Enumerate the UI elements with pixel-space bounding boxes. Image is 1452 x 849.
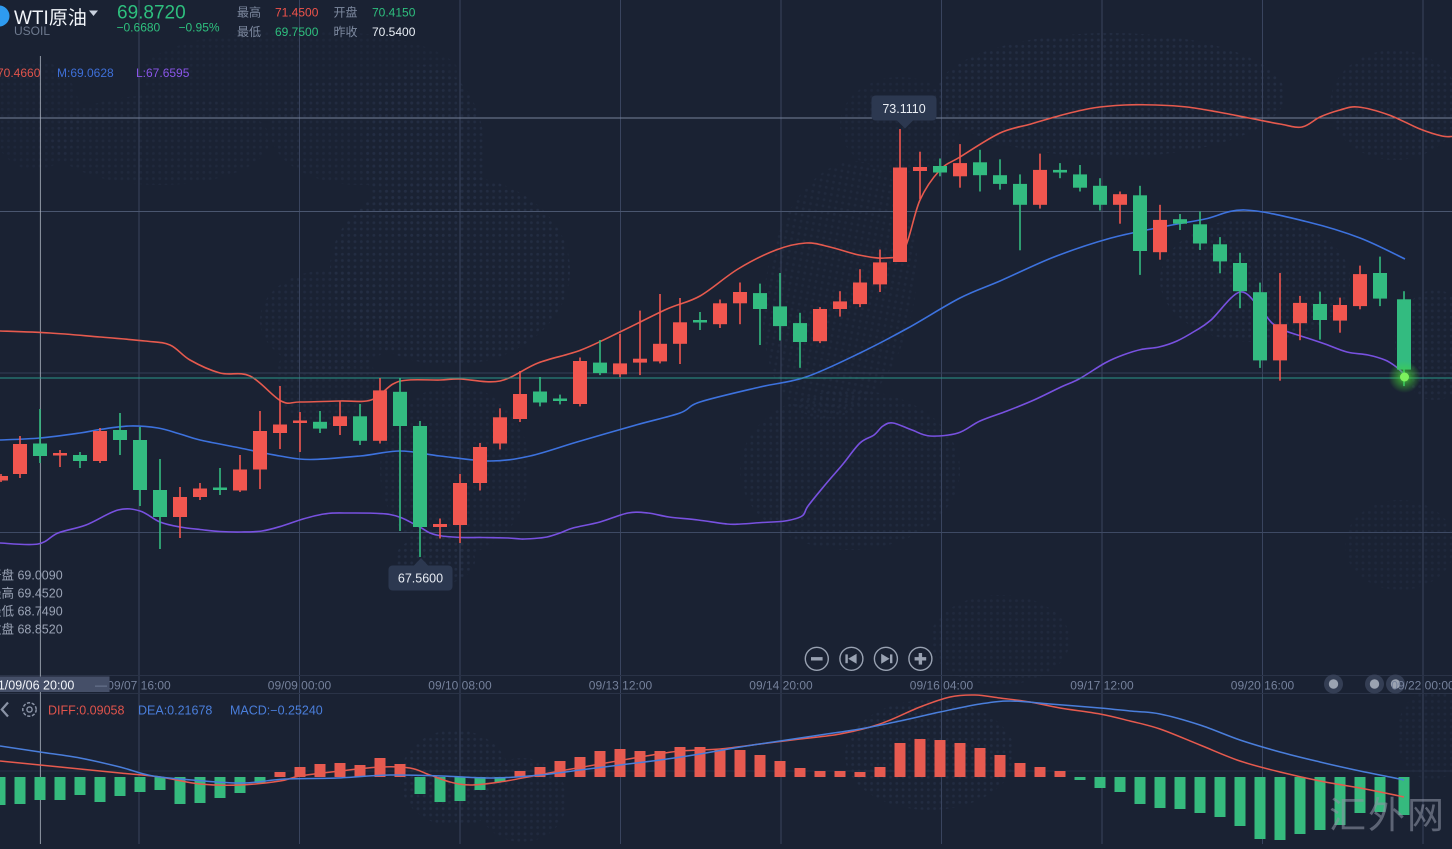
svg-text:WTI原油: WTI原油: [14, 7, 87, 29]
svg-text:DIFF:0.09058: DIFF:0.09058: [48, 704, 124, 718]
svg-text:73.1110: 73.1110: [882, 102, 925, 116]
svg-text:最高: 最高: [237, 5, 261, 20]
svg-text:09/10 08:00: 09/10 08:00: [428, 679, 492, 693]
svg-text:开盘 69.0090: 开盘 69.0090: [0, 568, 63, 583]
svg-text:M:69.0628: M:69.0628: [57, 66, 114, 80]
svg-text:U:70.4660: U:70.4660: [0, 66, 41, 80]
svg-text:MACD:−0.25240: MACD:−0.25240: [230, 704, 323, 718]
svg-text:昨收: 昨收: [334, 25, 358, 39]
svg-text:最低: 最低: [237, 25, 261, 39]
svg-text:70.5400: 70.5400: [372, 25, 416, 39]
svg-text:最低 68.7490: 最低 68.7490: [0, 605, 63, 619]
svg-text:09/16 04:00: 09/16 04:00: [910, 679, 974, 693]
svg-text:70.4150: 70.4150: [372, 6, 416, 20]
svg-text:09/09 00:00: 09/09 00:00: [268, 679, 332, 693]
svg-text:69.7500: 69.7500: [275, 25, 319, 39]
svg-text:L:67.6595: L:67.6595: [136, 66, 190, 80]
svg-text:−0.95%: −0.95%: [179, 21, 220, 35]
svg-text:汇外网: 汇外网: [1329, 795, 1446, 836]
svg-text:09/14 20:00: 09/14 20:00: [749, 679, 813, 693]
svg-text:DEA:0.21678: DEA:0.21678: [138, 704, 212, 718]
svg-text:开盘: 开盘: [334, 5, 358, 20]
svg-text:09/20 16:00: 09/20 16:00: [1231, 679, 1295, 693]
svg-text:2021/09/06 20:00: 2021/09/06 20:00: [0, 679, 74, 693]
svg-text:67.5600: 67.5600: [398, 572, 443, 586]
svg-text:—: —: [95, 678, 107, 692]
svg-text:−0.6680: −0.6680: [117, 21, 161, 35]
svg-text:09/07 16:00: 09/07 16:00: [107, 679, 171, 693]
svg-text:最高 69.4520: 最高 69.4520: [0, 586, 63, 601]
svg-text:71.4500: 71.4500: [275, 6, 319, 20]
svg-text:09/17 12:00: 09/17 12:00: [1070, 679, 1134, 693]
svg-text:USOIL: USOIL: [14, 24, 50, 38]
svg-text:09/13 12:00: 09/13 12:00: [589, 679, 653, 693]
svg-text:收盘 68.8520: 收盘 68.8520: [0, 622, 63, 637]
svg-text:09/22 00:00: 09/22 00:00: [1391, 679, 1452, 693]
svg-text:69.8720: 69.8720: [117, 3, 186, 24]
